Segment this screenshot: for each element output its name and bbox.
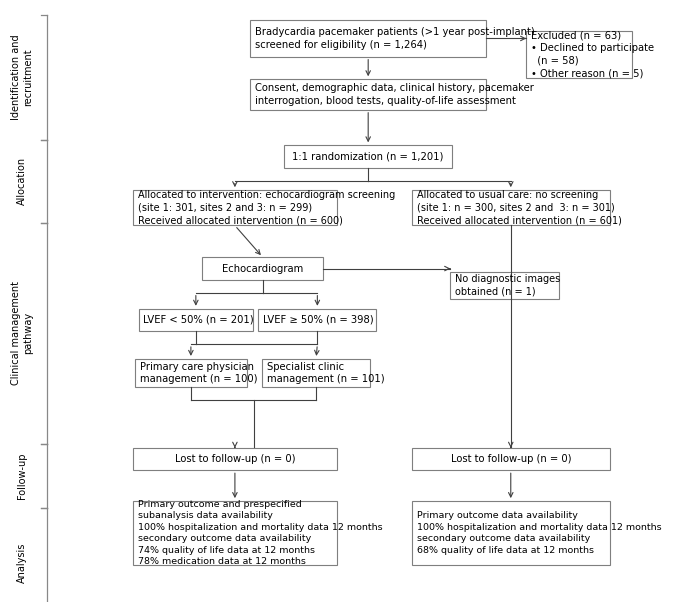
Text: Identification and
recruitment: Identification and recruitment — [11, 34, 33, 120]
Text: No diagnostic images
obtained (n = 1): No diagnostic images obtained (n = 1) — [456, 274, 560, 296]
Text: 1:1 randomization (n = 1,201): 1:1 randomization (n = 1,201) — [292, 152, 444, 161]
FancyBboxPatch shape — [284, 145, 452, 168]
FancyBboxPatch shape — [526, 31, 632, 78]
FancyBboxPatch shape — [138, 309, 253, 331]
Text: Excluded (n = 63)
• Declined to participate
  (n = 58)
• Other reason (n = 5): Excluded (n = 63) • Declined to particip… — [532, 30, 654, 79]
FancyBboxPatch shape — [135, 359, 247, 387]
Text: Allocated to usual care: no screening
(site 1: n = 300, sites 2 and  3: n = 301): Allocated to usual care: no screening (s… — [416, 190, 621, 226]
Text: Bradycardia pacemaker patients (>1 year post-implant)
screened for eligibility (: Bradycardia pacemaker patients (>1 year … — [256, 27, 535, 50]
Text: LVEF ≥ 50% (n = 398): LVEF ≥ 50% (n = 398) — [264, 315, 374, 325]
FancyBboxPatch shape — [133, 448, 337, 470]
Text: LVEF < 50% (n = 201): LVEF < 50% (n = 201) — [143, 315, 254, 325]
Text: Primary care physician
management (n = 100): Primary care physician management (n = 1… — [140, 362, 258, 384]
Text: Specialist clinic
management (n = 101): Specialist clinic management (n = 101) — [267, 362, 384, 384]
FancyBboxPatch shape — [258, 309, 376, 331]
FancyBboxPatch shape — [412, 190, 610, 226]
Text: Allocated to intervention: echocardiogram screening
(site 1: 301, sites 2 and 3:: Allocated to intervention: echocardiogra… — [138, 190, 395, 226]
Text: Clinical management
pathway: Clinical management pathway — [11, 281, 33, 385]
FancyBboxPatch shape — [202, 257, 323, 280]
FancyBboxPatch shape — [412, 501, 610, 565]
Text: Lost to follow-up (n = 0): Lost to follow-up (n = 0) — [175, 454, 295, 464]
FancyBboxPatch shape — [251, 20, 486, 57]
Text: Analysis: Analysis — [17, 542, 27, 583]
Text: Primary outcome data availability
100% hospitalization and mortality data 12 mon: Primary outcome data availability 100% h… — [416, 511, 661, 554]
Text: Consent, demographic data, clinical history, pacemaker
interrogation, blood test: Consent, demographic data, clinical hist… — [256, 83, 534, 106]
FancyBboxPatch shape — [450, 272, 559, 299]
FancyBboxPatch shape — [133, 190, 337, 226]
Text: Echocardiogram: Echocardiogram — [222, 264, 303, 273]
Text: Allocation: Allocation — [17, 157, 27, 205]
FancyBboxPatch shape — [412, 448, 610, 470]
FancyBboxPatch shape — [251, 79, 486, 110]
Text: Lost to follow-up (n = 0): Lost to follow-up (n = 0) — [451, 454, 571, 464]
FancyBboxPatch shape — [262, 359, 371, 387]
Text: Follow-up: Follow-up — [17, 452, 27, 499]
FancyBboxPatch shape — [133, 501, 337, 565]
Text: Primary outcome and prespecified
subanalysis data availability
100% hospitalizat: Primary outcome and prespecified subanal… — [138, 500, 382, 566]
